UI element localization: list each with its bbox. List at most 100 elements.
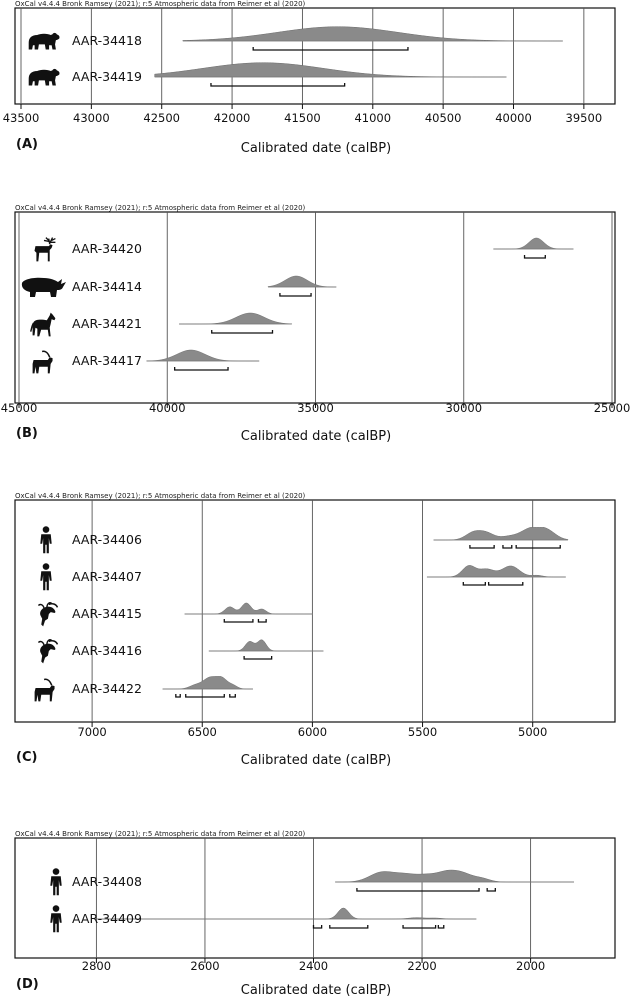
hpd-range-bracket (257, 619, 267, 623)
oxcal-header: OxCal v4.4.4 Bronk Ramsey (2021); r:5 At… (15, 204, 306, 212)
x-axis-label: Calibrated date (calBP) (241, 429, 391, 444)
horse-icon (29, 311, 57, 338)
hpd-range-bracket (469, 545, 495, 549)
tick-label: 42500 (143, 111, 180, 125)
tick-label: 2600 (190, 959, 219, 973)
reindeer-icon (33, 236, 57, 263)
tick-label: 2000 (516, 959, 545, 973)
rhinoceros-icon (21, 277, 66, 297)
sample-label: AAR-34409 (72, 911, 142, 926)
panel-letter: (A) (16, 137, 38, 152)
sample-label: AAR-34418 (72, 33, 142, 48)
sample-row: AAR-34422 (33, 676, 253, 703)
hpd-range-bracket (487, 582, 524, 586)
hpd-range-bracket (402, 925, 437, 929)
hpd-range-bracket (502, 545, 513, 549)
plot-frame (14, 499, 616, 723)
hpd-range-bracket (515, 545, 561, 549)
human-icon (40, 563, 52, 591)
human-icon (50, 905, 62, 933)
sample-label: AAR-34420 (72, 241, 142, 256)
hpd-range-bracket (223, 619, 254, 623)
hpd-range-bracket (229, 694, 236, 698)
tick-label: 35000 (297, 401, 334, 415)
tick-label: 40000 (495, 111, 532, 125)
sample-row: AAR-34414 (21, 275, 337, 297)
hpd-range-bracket (356, 888, 480, 892)
tick-label: 2800 (82, 959, 111, 973)
bear-icon (28, 68, 60, 86)
tick-label: 25000 (594, 401, 631, 415)
tick-label: 45000 (1, 401, 38, 415)
oxcal-header: OxCal v4.4.4 Bronk Ramsey (2021); r:5 At… (15, 492, 306, 500)
panel-letter: (C) (16, 750, 37, 765)
sample-label: AAR-34416 (72, 643, 142, 658)
tick-label: 5000 (518, 725, 547, 739)
hpd-range-bracket (462, 582, 486, 586)
chart-panel: OxCal v4.4.4 Bronk Ramsey (2021); r:5 At… (3, 0, 616, 156)
hpd-range-bracket (175, 694, 181, 698)
sample-row: AAR-34407 (40, 563, 566, 591)
sample-row: AAR-34418 (28, 26, 563, 51)
x-axis-label: Calibrated date (calBP) (241, 753, 391, 768)
hpd-range-bracket (437, 925, 445, 929)
tick-label: 41000 (354, 111, 391, 125)
hpd-range-bracket (174, 367, 229, 371)
sample-label: AAR-34415 (72, 606, 142, 621)
tick-label: 7000 (77, 725, 106, 739)
hpd-range-bracket (279, 293, 312, 297)
sample-row: AAR-34416 (37, 639, 324, 665)
bear-icon (28, 32, 60, 50)
probability-distribution (493, 237, 574, 250)
tick-label: 43000 (73, 111, 110, 125)
sample-row: AAR-34420 (33, 236, 574, 263)
chart-panel: OxCal v4.4.4 Bronk Ramsey (2021); r:5 At… (14, 492, 616, 768)
sample-row: AAR-34417 (31, 349, 260, 375)
probability-distribution (426, 565, 566, 578)
human-icon (40, 526, 52, 554)
tick-label: 2400 (299, 959, 328, 973)
probability-distribution (182, 26, 563, 42)
chart-panel: OxCal v4.4.4 Bronk Ramsey (2021); r:5 At… (14, 830, 616, 998)
hpd-range-bracket (210, 83, 346, 87)
sample-row: AAR-34421 (29, 311, 293, 338)
sample-label: AAR-34407 (72, 569, 142, 584)
x-axis-label: Calibrated date (calBP) (241, 141, 391, 156)
sample-label: AAR-34419 (72, 69, 142, 84)
tick-label: 6000 (298, 725, 327, 739)
tick-label: 2200 (407, 959, 436, 973)
chamois-icon (37, 602, 59, 628)
probability-distribution (146, 349, 260, 362)
hpd-range-bracket (312, 925, 323, 929)
sample-row: AAR-34415 (37, 602, 313, 628)
panel-letter: (B) (16, 426, 38, 441)
probability-distribution (162, 676, 253, 690)
hpd-range-bracket (329, 925, 369, 929)
human-icon (50, 868, 62, 896)
plot-frame (14, 837, 616, 959)
ibex-icon (31, 350, 54, 375)
tick-label: 6500 (188, 725, 217, 739)
chart-panel: OxCal v4.4.4 Bronk Ramsey (2021); r:5 At… (1, 204, 631, 444)
oxcal-header: OxCal v4.4.4 Bronk Ramsey (2021); r:5 At… (15, 0, 306, 8)
tick-label: 40000 (149, 401, 186, 415)
hpd-range-bracket (523, 255, 546, 259)
probability-distribution (267, 275, 337, 288)
sample-row: AAR-34408 (50, 868, 575, 896)
tick-label: 42000 (214, 111, 251, 125)
panel-letter: (D) (16, 977, 39, 992)
sample-row: AAR-34406 (40, 526, 569, 554)
sample-label: AAR-34421 (72, 316, 142, 331)
sample-row: AAR-34419 (28, 62, 507, 87)
sample-label: AAR-34414 (72, 279, 142, 294)
probability-distribution (96, 907, 477, 920)
chamois-icon (37, 639, 59, 665)
tick-label: 41500 (284, 111, 321, 125)
sample-label: AAR-34408 (72, 874, 142, 889)
hpd-range-bracket (243, 656, 273, 660)
hpd-range-bracket (211, 330, 274, 334)
probability-distribution (154, 62, 507, 78)
probability-distribution (433, 527, 569, 541)
tick-label: 39500 (566, 111, 603, 125)
